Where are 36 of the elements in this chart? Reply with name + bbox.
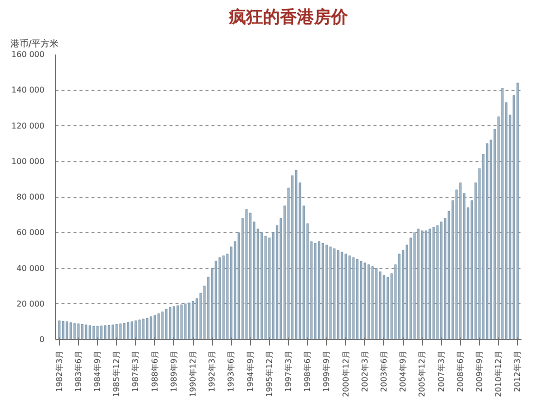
x-tick-label: 1990年12月 [188, 350, 198, 398]
x-tick-label: 1982年3月 [54, 350, 64, 392]
x-tick-label: 1999年9月 [322, 350, 332, 392]
y-tick-label: 120 000 [11, 121, 45, 130]
x-tick-label: 1984年9月 [93, 350, 102, 392]
x-tick-label: 1997年3月 [284, 350, 293, 392]
x-tick-label: 1994年9月 [246, 350, 255, 392]
x-tick-label: 1983年6月 [74, 350, 83, 392]
x-tick-label: 1998年6月 [303, 350, 312, 392]
y-tick-label: 60 000 [16, 228, 45, 238]
x-tick-label: 2010年12月 [494, 350, 504, 398]
x-tick-label: 1992年3月 [208, 350, 217, 392]
x-tick-label: 1987年3月 [131, 350, 140, 392]
x-tick-label: 2009年9月 [474, 350, 484, 392]
y-tick-label: 160 000 [11, 50, 45, 59]
x-tick-label: 2005年12月 [418, 350, 427, 398]
chart-title: 疯狂的香港房价 [228, 8, 349, 28]
y-tick-label: 20 000 [16, 299, 45, 308]
x-tick-label: 2003年6月 [379, 350, 388, 392]
y-tick-label: 80 000 [16, 192, 45, 202]
x-tick-label: 1995年12月 [264, 350, 274, 398]
y-tick-label: 40 000 [16, 264, 45, 273]
x-tick-label: 1985年12月 [112, 350, 122, 398]
x-tick-label: 2002年3月 [360, 350, 370, 392]
x-tick-label: 2007年3月 [436, 350, 446, 392]
y-tick-label: 140 000 [11, 86, 45, 95]
y-tick-label: 0 [39, 335, 45, 344]
x-tick-label: 2012年3月 [513, 350, 522, 392]
x-tick-label: 1989年9月 [169, 350, 178, 392]
x-tick-label: 1993年6月 [226, 350, 236, 392]
x-tick-label: 2008年6月 [456, 350, 465, 392]
x-tick-label: 2004年9月 [398, 350, 408, 392]
x-tick-label: 2000年12月 [341, 350, 350, 398]
x-tick-label: 1988年6月 [150, 350, 160, 392]
y-axis-title: 港币/平方米 [10, 38, 59, 50]
y-tick-label: 100 000 [11, 156, 45, 166]
